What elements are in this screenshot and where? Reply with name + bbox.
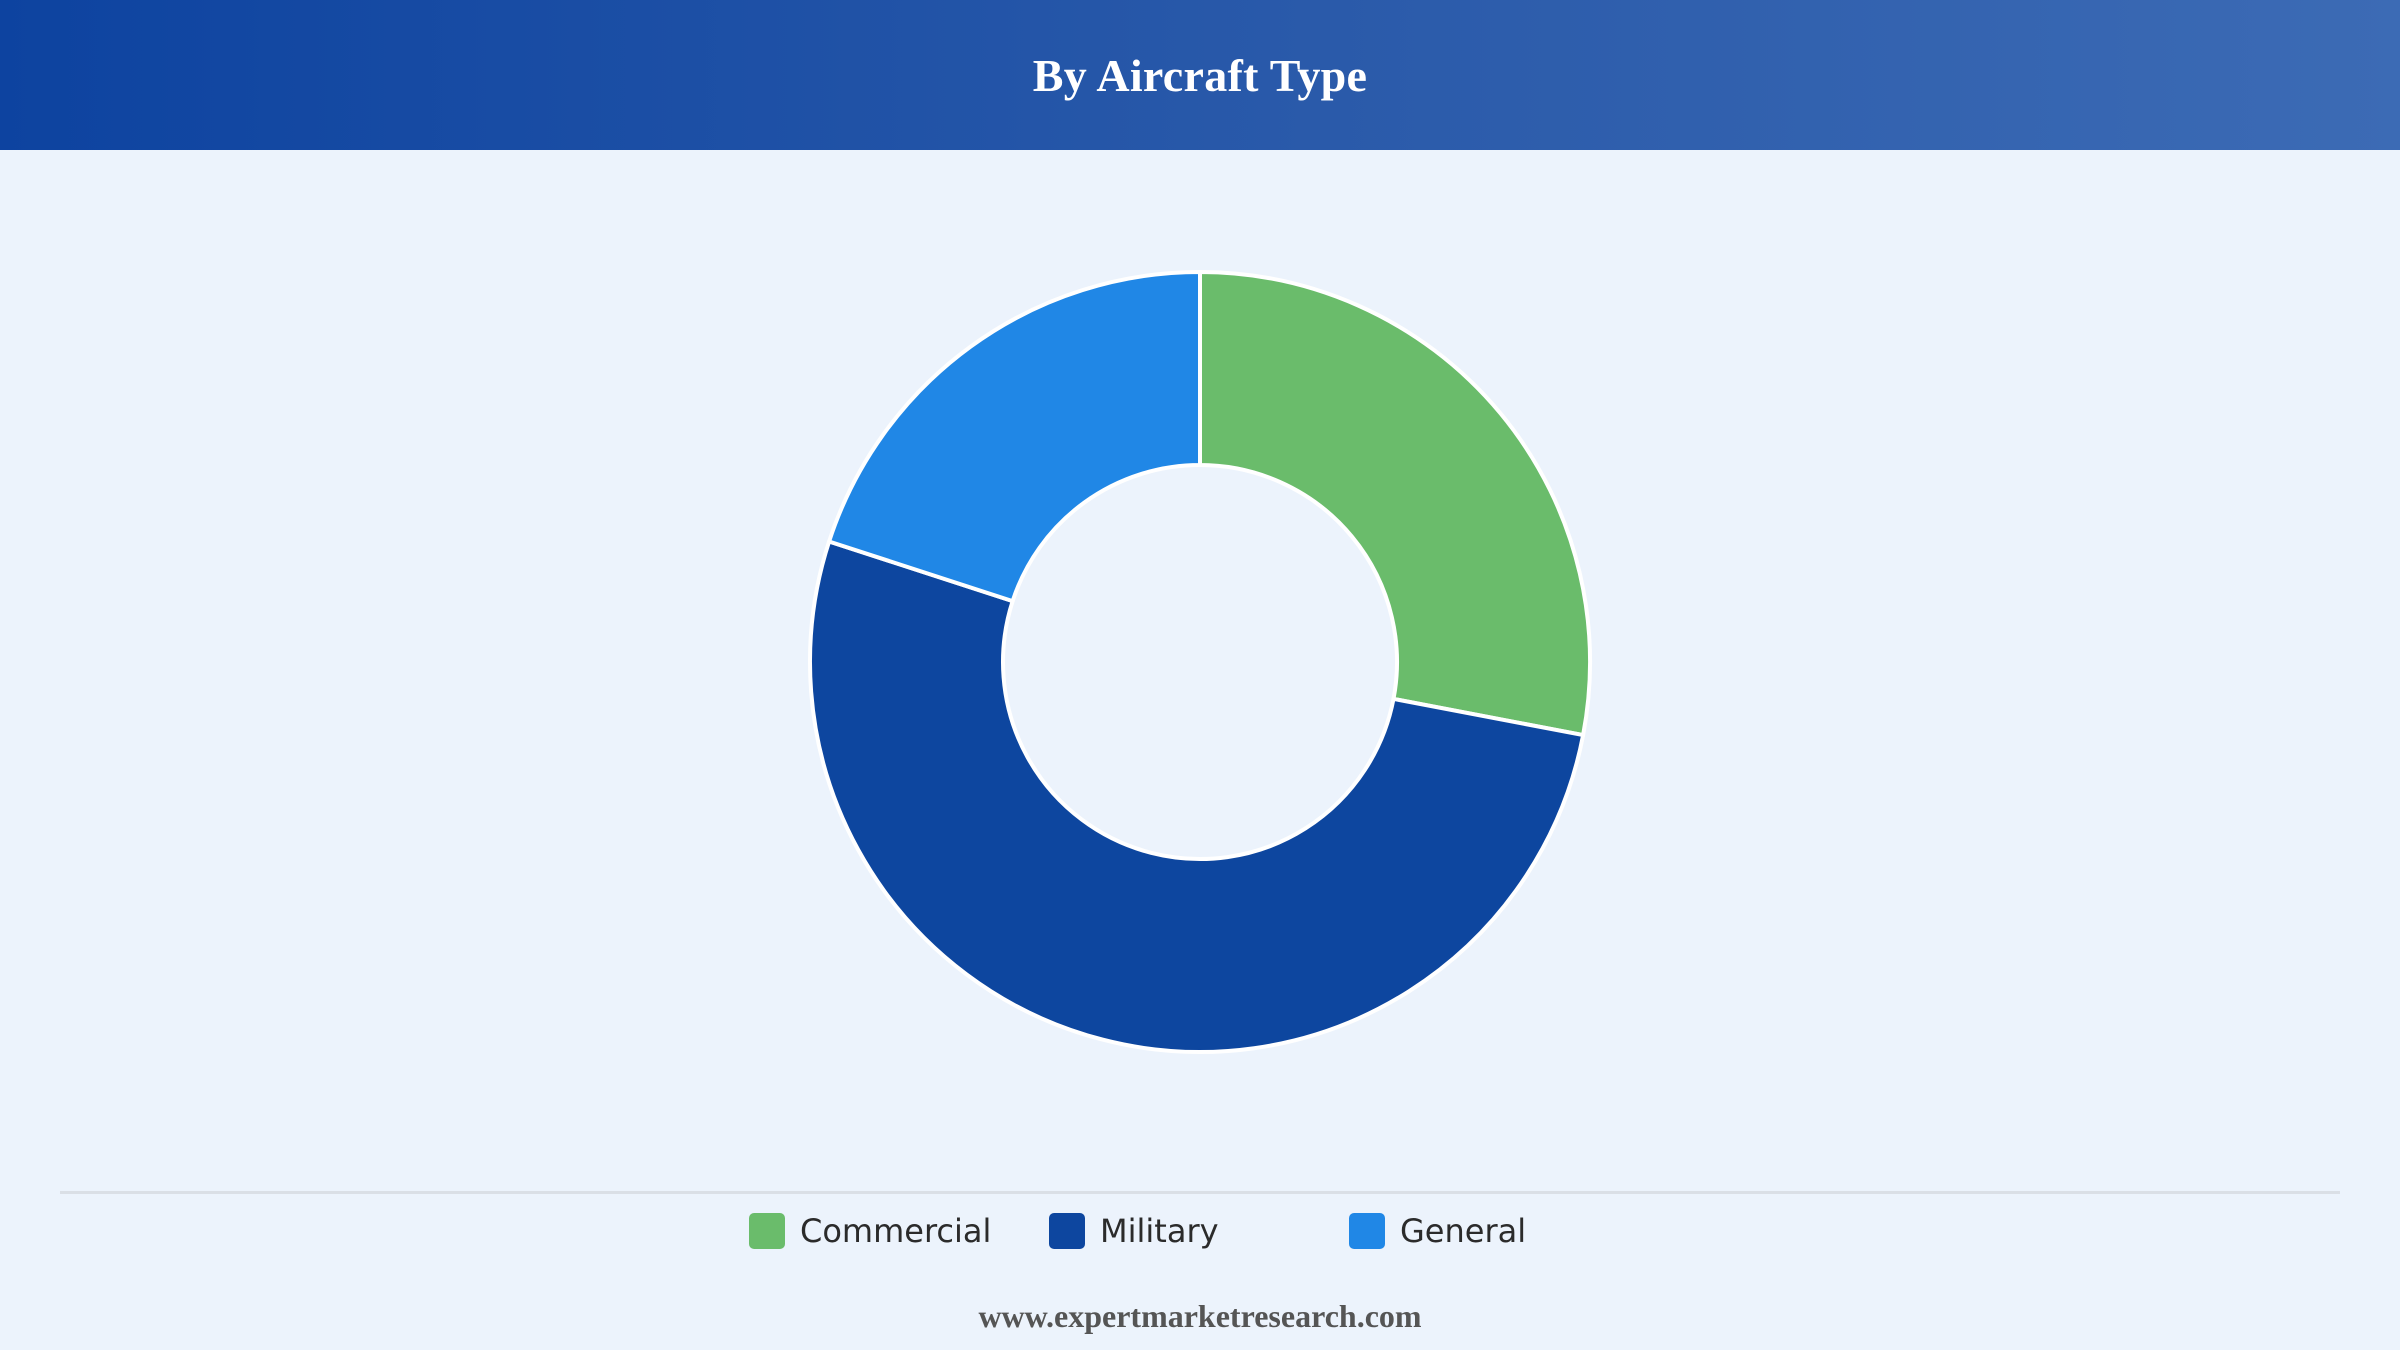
donut-slice-general[interactable] xyxy=(827,270,1202,604)
legend-item-military[interactable]: Military xyxy=(1049,1210,1219,1252)
legend-swatch-general xyxy=(1349,1213,1385,1249)
donut-slice-commercial[interactable] xyxy=(1198,270,1592,738)
legend-item-general[interactable]: General xyxy=(1349,1210,1526,1252)
chart-title: By Aircraft Type xyxy=(1032,49,1368,101)
legend-label-general: General xyxy=(1400,1212,1527,1250)
legend-swatch-military xyxy=(1049,1213,1085,1249)
legend: Commercial Military General xyxy=(0,1210,2400,1252)
source-url: www.expertmarketresearch.com xyxy=(978,1298,1422,1334)
legend-swatch-commercial xyxy=(749,1213,785,1249)
legend-divider xyxy=(60,1191,2340,1194)
legend-item-commercial[interactable]: Commercial xyxy=(749,1210,991,1252)
donut-slice-military[interactable] xyxy=(808,539,1586,1055)
donut-chart xyxy=(808,270,1592,1055)
legend-label-military: Military xyxy=(1100,1212,1219,1250)
legend-label-commercial: Commercial xyxy=(800,1212,992,1250)
header-bar: By Aircraft Type xyxy=(0,0,2400,150)
